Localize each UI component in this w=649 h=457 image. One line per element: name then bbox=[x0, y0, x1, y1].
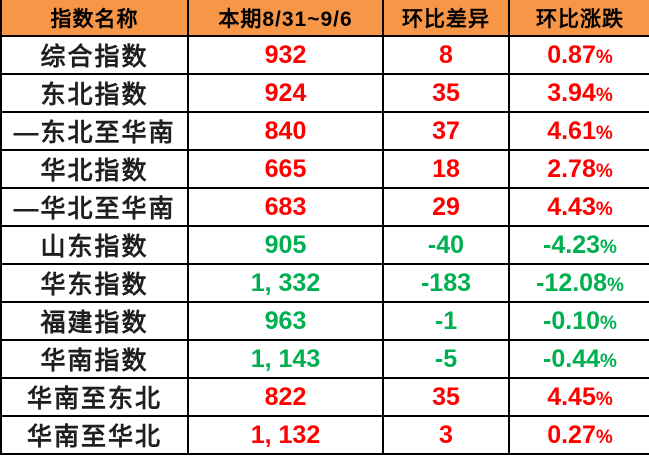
row-current-value: 665 bbox=[187, 149, 384, 189]
row-chain-diff: -1 bbox=[382, 301, 510, 341]
row-chain-diff: -183 bbox=[382, 263, 510, 303]
row-index-name: 华南指数 bbox=[0, 339, 189, 379]
row-index-name: —东北至华南 bbox=[0, 111, 189, 151]
row-current-value: 1, 143 bbox=[187, 339, 384, 379]
table-row: 东北指数 924 35 3.94% bbox=[0, 73, 649, 113]
header-row: 指数名称 本期8/31~9/6 环比差异 环比涨跌 bbox=[0, 0, 649, 37]
row-index-name: 综合指数 bbox=[0, 35, 189, 75]
row-chain-change: -0.10% bbox=[508, 301, 649, 341]
column-header-chain-diff: 环比差异 bbox=[382, 0, 510, 37]
row-index-name: —华北至华南 bbox=[0, 187, 189, 227]
row-current-value: 905 bbox=[187, 225, 384, 265]
row-index-name: 华北指数 bbox=[0, 149, 189, 189]
index-table-header: 指数名称 本期8/31~9/6 环比差异 环比涨跌 bbox=[0, 0, 649, 37]
row-chain-diff: 8 bbox=[382, 35, 510, 75]
column-header-current-period: 本期8/31~9/6 bbox=[187, 0, 384, 37]
table-row: 综合指数 932 8 0.87% bbox=[0, 35, 649, 75]
row-chain-diff: 29 bbox=[382, 187, 510, 227]
row-chain-diff: 18 bbox=[382, 149, 510, 189]
table-row: 华东指数 1, 332 -183 -12.08% bbox=[0, 263, 649, 303]
column-header-index-name: 指数名称 bbox=[0, 0, 189, 37]
row-index-name: 山东指数 bbox=[0, 225, 189, 265]
index-table-body: 综合指数 932 8 0.87% 东北指数 924 35 3.94% —东北至华… bbox=[0, 35, 649, 455]
row-current-value: 822 bbox=[187, 377, 384, 417]
row-index-name: 福建指数 bbox=[0, 301, 189, 341]
row-current-value: 1, 332 bbox=[187, 263, 384, 303]
row-chain-change: 0.87% bbox=[508, 35, 649, 75]
table-row: —东北至华南 840 37 4.61% bbox=[0, 111, 649, 151]
table-row: 华南至东北 822 35 4.45% bbox=[0, 377, 649, 417]
row-chain-change: 4.45% bbox=[508, 377, 649, 417]
row-chain-change: -4.23% bbox=[508, 225, 649, 265]
row-current-value: 840 bbox=[187, 111, 384, 151]
table-row: 福建指数 963 -1 -0.10% bbox=[0, 301, 649, 341]
row-current-value: 932 bbox=[187, 35, 384, 75]
row-index-name: 华南至东北 bbox=[0, 377, 189, 417]
row-chain-diff: 35 bbox=[382, 73, 510, 113]
table-row: 华南至华北 1, 132 3 0.27% bbox=[0, 415, 649, 455]
row-chain-change: -0.44% bbox=[508, 339, 649, 379]
row-current-value: 1, 132 bbox=[187, 415, 384, 455]
row-index-name: 华东指数 bbox=[0, 263, 189, 303]
table-row: 华南指数 1, 143 -5 -0.44% bbox=[0, 339, 649, 379]
table-row: —华北至华南 683 29 4.43% bbox=[0, 187, 649, 227]
row-chain-diff: 37 bbox=[382, 111, 510, 151]
row-current-value: 963 bbox=[187, 301, 384, 341]
row-current-value: 924 bbox=[187, 73, 384, 113]
table-row: 华北指数 665 18 2.78% bbox=[0, 149, 649, 189]
row-chain-diff: -40 bbox=[382, 225, 510, 265]
row-chain-diff: 35 bbox=[382, 377, 510, 417]
row-current-value: 683 bbox=[187, 187, 384, 227]
row-chain-change: 2.78% bbox=[508, 149, 649, 189]
row-chain-change: 4.61% bbox=[508, 111, 649, 151]
table-row: 山东指数 905 -40 -4.23% bbox=[0, 225, 649, 265]
row-chain-change: 3.94% bbox=[508, 73, 649, 113]
row-chain-change: 0.27% bbox=[508, 415, 649, 455]
row-index-name: 东北指数 bbox=[0, 73, 189, 113]
row-index-name: 华南至华北 bbox=[0, 415, 189, 455]
row-chain-diff: 3 bbox=[382, 415, 510, 455]
column-header-chain-change: 环比涨跌 bbox=[508, 0, 649, 37]
row-chain-diff: -5 bbox=[382, 339, 510, 379]
row-chain-change: -12.08% bbox=[508, 263, 649, 303]
row-chain-change: 4.43% bbox=[508, 187, 649, 227]
